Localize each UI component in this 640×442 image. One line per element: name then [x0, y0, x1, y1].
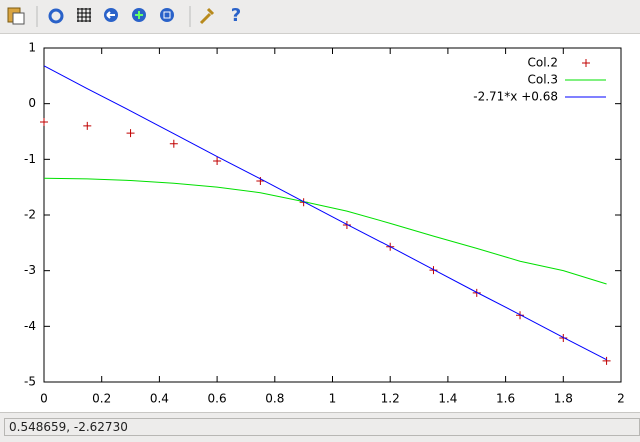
y-tick-label: -1	[24, 152, 36, 166]
help-button[interactable]: ?	[231, 5, 241, 26]
y-tick-label: -4	[24, 319, 36, 333]
point	[40, 118, 48, 127]
back-button[interactable]	[104, 8, 118, 22]
legend-label: -2.71*x +0.68	[473, 90, 558, 104]
line	[43, 177, 607, 285]
y-tick-label: -2	[24, 208, 36, 222]
copy-button[interactable]	[7, 7, 25, 25]
point	[169, 139, 178, 148]
line	[43, 65, 607, 361]
x-tick-label: 1	[329, 392, 337, 406]
point	[602, 356, 611, 365]
x-tick-label: 1.8	[554, 392, 573, 406]
x-tick-label: 1.4	[438, 392, 457, 406]
plot-background	[0, 34, 640, 412]
y-tick-label: -5	[24, 375, 36, 389]
point	[83, 121, 92, 130]
x-tick-label: 0	[40, 392, 48, 406]
x-tick-label: 0.8	[265, 392, 284, 406]
status-text: 0.548659, -2.62730	[4, 418, 640, 436]
point	[213, 157, 222, 166]
x-tick-label: 2	[617, 392, 625, 406]
y-tick-label: -3	[24, 263, 36, 277]
x-tick-label: 0.4	[150, 392, 169, 406]
legend-label: Col.2	[527, 56, 558, 70]
legend-label: Col.3	[527, 73, 558, 87]
svg-text:?: ?	[231, 5, 241, 26]
x-tick-label: 1.2	[381, 392, 400, 406]
x-tick-label: 1.6	[496, 392, 515, 406]
x-tick-label: 0.2	[92, 392, 111, 406]
zoom-fit-button[interactable]	[160, 8, 174, 22]
point	[126, 129, 135, 138]
y-tick-label: 0	[28, 96, 36, 110]
x-tick-label: 0.6	[208, 392, 227, 406]
status-bar: 0.548659, -2.62730	[0, 412, 640, 442]
legend-marker	[582, 59, 590, 67]
grid-button[interactable]	[77, 8, 91, 22]
chart: 0 0.2 0.4 0.6 0.8 1 1.2 1.4 1.6 1.8 2 -5 -4 -3 -2 -1 0 1 C…	[0, 34, 640, 412]
settings-button[interactable]	[199, 7, 215, 25]
replot-button[interactable]	[48, 8, 64, 24]
toolbar: ?	[0, 0, 640, 34]
y-tick-label: 1	[28, 41, 36, 55]
zoom-in-button[interactable]	[132, 8, 146, 22]
